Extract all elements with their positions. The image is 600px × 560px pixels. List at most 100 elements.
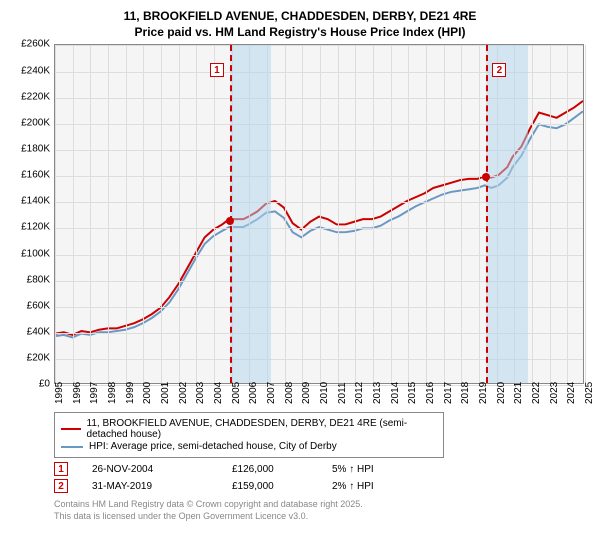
x-tick-label: 1995 <box>54 382 58 404</box>
y-tick-label: £180K <box>21 143 50 154</box>
x-tick-label: 2013 <box>372 382 376 404</box>
x-tick-label: 1996 <box>72 382 76 404</box>
sale-row: 126-NOV-2004£126,0005% ↑ HPI <box>54 462 590 476</box>
chart: £0 £20K £40K £60K £80K £100K £120K £140K £160K £1… <box>10 44 590 404</box>
sale-badge: 1 <box>54 462 68 476</box>
legend-row: HPI: Average price, semi-detached house,… <box>61 441 437 452</box>
x-tick-label: 2012 <box>354 382 358 404</box>
x-tick-label: 2006 <box>248 382 252 404</box>
legend-swatch <box>61 428 81 430</box>
gridline-v <box>355 45 356 383</box>
gridline-v <box>55 45 56 383</box>
gridline-v <box>143 45 144 383</box>
gridline-v <box>338 45 339 383</box>
marker-line <box>230 45 232 383</box>
gridline-v <box>214 45 215 383</box>
x-tick-label: 1999 <box>125 382 129 404</box>
title-line1: 11, BROOKFIELD AVENUE, CHADDESDEN, DERBY… <box>10 8 590 24</box>
gridline-v <box>302 45 303 383</box>
footnote-line1: Contains HM Land Registry data © Crown c… <box>54 499 590 511</box>
y-tick-label: £0 <box>39 379 50 390</box>
gridline-v <box>108 45 109 383</box>
legend-swatch <box>61 446 83 448</box>
gridline-v <box>550 45 551 383</box>
shaded-region <box>230 45 271 383</box>
x-tick-label: 2020 <box>496 382 500 404</box>
y-tick-label: £120K <box>21 222 50 233</box>
gridline-v <box>585 45 586 383</box>
x-tick-label: 2016 <box>425 382 429 404</box>
x-tick-label: 2015 <box>407 382 411 404</box>
title-line2: Price paid vs. HM Land Registry's House … <box>10 24 590 40</box>
sale-badge: 2 <box>54 479 68 493</box>
y-tick-label: £160K <box>21 170 50 181</box>
x-tick-label: 2000 <box>142 382 146 404</box>
y-tick-label: £100K <box>21 248 50 259</box>
x-tick-label: 2001 <box>160 382 164 404</box>
y-tick-label: £40K <box>27 327 50 338</box>
gridline-v <box>285 45 286 383</box>
legend: 11, BROOKFIELD AVENUE, CHADDESDEN, DERBY… <box>54 412 444 458</box>
chart-title: 11, BROOKFIELD AVENUE, CHADDESDEN, DERBY… <box>10 8 590 40</box>
sales-table: 126-NOV-2004£126,0005% ↑ HPI231-MAY-2019… <box>10 462 590 493</box>
gridline-v <box>461 45 462 383</box>
sale-dot <box>482 173 490 181</box>
x-tick-label: 2007 <box>266 382 270 404</box>
sale-change: 2% ↑ HPI <box>332 481 452 492</box>
gridline-v <box>196 45 197 383</box>
x-tick-label: 2025 <box>584 382 588 404</box>
x-tick-label: 2011 <box>337 383 341 405</box>
x-tick-label: 2017 <box>443 382 447 404</box>
x-tick-label: 2022 <box>531 382 535 404</box>
y-tick-label: £140K <box>21 196 50 207</box>
y-tick-label: £80K <box>27 274 50 285</box>
y-axis: £0£20K£40K£60K£80K£100K£120K£140K£160K£1… <box>10 44 54 384</box>
gridline-v <box>408 45 409 383</box>
y-tick-label: £220K <box>21 91 50 102</box>
y-tick-label: £60K <box>27 300 50 311</box>
x-tick-label: 2005 <box>231 382 235 404</box>
gridline-v <box>90 45 91 383</box>
x-tick-label: 2009 <box>301 382 305 404</box>
y-tick-label: £240K <box>21 65 50 76</box>
gridline-v <box>126 45 127 383</box>
y-tick-label: £260K <box>21 39 50 50</box>
gridline-v <box>426 45 427 383</box>
y-tick-label: £200K <box>21 117 50 128</box>
gridline-v <box>479 45 480 383</box>
sale-date: 26-NOV-2004 <box>92 464 232 475</box>
gridline-v <box>444 45 445 383</box>
marker-badge: 2 <box>492 63 506 77</box>
x-axis: 1995199619971998199920002001200220032004… <box>54 384 584 404</box>
legend-label: HPI: Average price, semi-detached house,… <box>89 441 337 452</box>
gridline-v <box>161 45 162 383</box>
x-tick-label: 2003 <box>195 382 199 404</box>
sale-price: £126,000 <box>232 464 332 475</box>
shaded-region <box>486 45 528 383</box>
x-tick-label: 2021 <box>513 382 517 404</box>
gridline-v <box>532 45 533 383</box>
x-tick-label: 2014 <box>390 382 394 404</box>
x-tick-label: 2024 <box>566 382 570 404</box>
gridline-v <box>320 45 321 383</box>
gridline-v <box>73 45 74 383</box>
legend-label: 11, BROOKFIELD AVENUE, CHADDESDEN, DERBY… <box>87 418 437 440</box>
x-tick-label: 1997 <box>89 382 93 404</box>
sale-row: 2 31-MAY-2019£159,0002% ↑ HPI <box>54 479 590 493</box>
sale-date: 31-MAY-2019 <box>92 481 232 492</box>
footnote-line2: This data is licensed under the Open Gov… <box>54 511 590 523</box>
x-tick-label: 2018 <box>460 382 464 404</box>
x-tick-label: 2019 <box>478 382 482 404</box>
sale-price: £159,000 <box>232 481 332 492</box>
x-tick-label: 2023 <box>549 382 553 404</box>
gridline-v <box>179 45 180 383</box>
gridline-v <box>391 45 392 383</box>
x-tick-label: 1998 <box>107 382 111 404</box>
y-tick-label: £20K <box>27 353 50 364</box>
sale-dot <box>226 217 234 225</box>
legend-row: 11, BROOKFIELD AVENUE, CHADDESDEN, DERBY… <box>61 418 437 440</box>
marker-line <box>486 45 488 383</box>
footnote: Contains HM Land Registry data © Crown c… <box>54 499 590 522</box>
x-tick-label: 2004 <box>213 382 217 404</box>
x-tick-label: 2010 <box>319 382 323 404</box>
